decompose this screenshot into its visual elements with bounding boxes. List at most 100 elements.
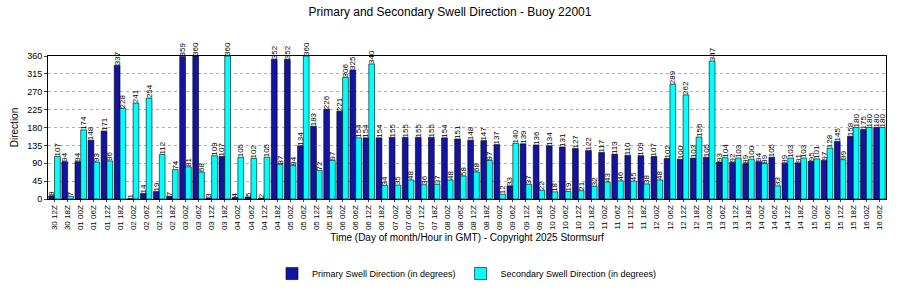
- svg-text:06 06Z: 06 06Z: [351, 205, 360, 230]
- svg-text:103: 103: [689, 144, 698, 158]
- svg-text:151: 151: [453, 125, 462, 139]
- svg-text:15 12Z: 15 12Z: [836, 205, 845, 230]
- svg-text:01 18Z: 01 18Z: [116, 205, 125, 230]
- svg-text:154: 154: [361, 124, 370, 138]
- svg-text:154: 154: [440, 124, 449, 138]
- svg-text:33: 33: [773, 176, 782, 185]
- svg-text:02 12Z: 02 12Z: [155, 205, 164, 230]
- svg-text:36: 36: [420, 175, 429, 184]
- svg-text:19: 19: [564, 182, 573, 191]
- svg-text:148: 148: [86, 126, 95, 140]
- svg-text:183: 183: [309, 112, 318, 126]
- svg-text:154: 154: [354, 124, 363, 138]
- svg-text:100: 100: [747, 145, 756, 159]
- svg-text:19: 19: [152, 182, 161, 191]
- svg-text:45: 45: [32, 176, 42, 186]
- svg-text:01 12Z: 01 12Z: [103, 205, 112, 230]
- svg-text:103: 103: [799, 144, 808, 158]
- svg-text:180: 180: [27, 123, 42, 133]
- svg-text:90: 90: [32, 158, 42, 168]
- svg-text:12 18Z: 12 18Z: [692, 205, 701, 230]
- svg-text:13 12Z: 13 12Z: [731, 205, 740, 230]
- svg-text:2: 2: [257, 193, 266, 198]
- svg-text:81: 81: [184, 157, 193, 166]
- svg-text:89: 89: [760, 154, 769, 163]
- svg-text:352: 352: [270, 45, 279, 59]
- svg-text:84: 84: [289, 156, 298, 165]
- svg-text:37: 37: [433, 175, 442, 184]
- svg-text:155: 155: [427, 124, 436, 138]
- svg-text:113: 113: [610, 141, 619, 154]
- svg-text:337: 337: [113, 51, 122, 65]
- svg-text:30 18Z: 30 18Z: [63, 205, 72, 230]
- svg-text:08 12Z: 08 12Z: [469, 205, 478, 230]
- svg-text:46: 46: [616, 171, 625, 180]
- svg-text:262: 262: [681, 81, 690, 95]
- svg-text:45: 45: [629, 172, 638, 181]
- svg-text:02 00Z: 02 00Z: [129, 205, 138, 230]
- svg-text:8: 8: [47, 191, 56, 196]
- svg-text:148: 148: [466, 126, 475, 140]
- svg-text:270: 270: [27, 87, 42, 97]
- svg-text:34: 34: [380, 176, 389, 185]
- svg-text:Secondary Swell Direction (in: Secondary Swell Direction (in degrees): [501, 269, 657, 279]
- svg-text:30 12Z: 30 12Z: [50, 205, 59, 230]
- svg-text:225: 225: [27, 105, 42, 115]
- svg-text:360: 360: [27, 51, 42, 61]
- svg-text:137: 137: [492, 131, 501, 145]
- svg-text:134: 134: [545, 132, 554, 146]
- svg-text:12 00Z: 12 00Z: [652, 205, 661, 230]
- svg-text:Time (Day of month/Hour in GMT: Time (Day of month/Hour in GMT) - Copyri…: [330, 232, 604, 243]
- svg-text:14 06Z: 14 06Z: [770, 205, 779, 230]
- svg-text:14: 14: [139, 184, 148, 193]
- svg-text:352: 352: [283, 45, 292, 59]
- svg-text:01 00Z: 01 00Z: [76, 205, 85, 230]
- svg-text:97: 97: [820, 151, 829, 160]
- svg-text:18: 18: [550, 182, 559, 191]
- svg-text:07 00Z: 07 00Z: [391, 205, 400, 230]
- svg-text:95: 95: [807, 152, 816, 161]
- svg-text:156: 156: [695, 123, 704, 137]
- svg-text:136: 136: [532, 131, 541, 145]
- svg-text:58: 58: [459, 167, 468, 176]
- svg-text:37: 37: [524, 175, 533, 184]
- svg-text:117: 117: [597, 139, 606, 152]
- svg-text:09 18Z: 09 18Z: [535, 205, 544, 230]
- svg-text:21: 21: [577, 181, 586, 190]
- svg-text:105: 105: [767, 143, 776, 157]
- svg-text:35: 35: [393, 176, 402, 185]
- svg-text:04 12Z: 04 12Z: [260, 205, 269, 230]
- svg-text:02 18Z: 02 18Z: [168, 205, 177, 230]
- svg-text:15 18Z: 15 18Z: [849, 205, 858, 230]
- svg-text:140: 140: [511, 129, 520, 143]
- svg-text:06 00Z: 06 00Z: [338, 205, 347, 230]
- svg-text:08 06Z: 08 06Z: [456, 205, 465, 230]
- svg-text:94: 94: [60, 152, 69, 161]
- svg-text:11 12Z: 11 12Z: [626, 205, 635, 229]
- svg-text:10 18Z: 10 18Z: [587, 205, 596, 230]
- svg-text:180: 180: [878, 114, 887, 128]
- svg-text:10 00Z: 10 00Z: [548, 205, 557, 230]
- svg-text:3: 3: [204, 193, 213, 198]
- svg-text:134: 134: [296, 132, 305, 146]
- svg-text:0: 0: [37, 194, 42, 204]
- svg-text:16 06Z: 16 06Z: [875, 205, 884, 230]
- svg-text:5: 5: [244, 192, 253, 197]
- svg-text:04 18Z: 04 18Z: [273, 205, 282, 230]
- svg-text:Primary Swell Direction (in de: Primary Swell Direction (in degrees): [312, 269, 456, 279]
- svg-text:03 00Z: 03 00Z: [181, 205, 190, 230]
- svg-text:01 06Z: 01 06Z: [89, 205, 98, 230]
- svg-text:145: 145: [833, 128, 842, 142]
- svg-text:68: 68: [472, 163, 481, 172]
- svg-text:103: 103: [734, 144, 743, 158]
- svg-text:12 06Z: 12 06Z: [666, 205, 675, 230]
- svg-text:96: 96: [105, 151, 114, 160]
- svg-text:105: 105: [702, 143, 711, 157]
- svg-text:4: 4: [230, 192, 239, 197]
- svg-text:91: 91: [794, 153, 803, 162]
- svg-text:107: 107: [53, 143, 62, 157]
- svg-text:7: 7: [66, 191, 75, 196]
- svg-text:03 06Z: 03 06Z: [194, 205, 203, 230]
- svg-text:360: 360: [191, 42, 200, 56]
- svg-text:340: 340: [367, 50, 376, 64]
